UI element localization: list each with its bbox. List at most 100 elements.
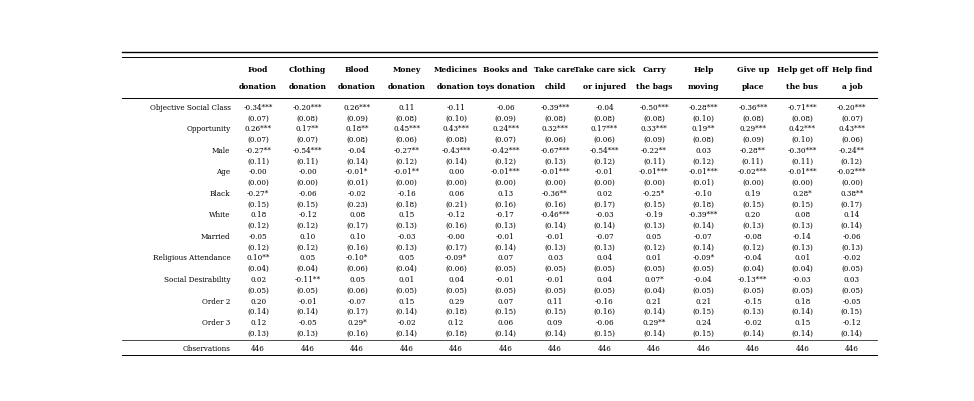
Text: (0.01): (0.01) <box>693 179 715 187</box>
Text: 446: 446 <box>301 344 315 352</box>
Text: (0.05): (0.05) <box>643 265 665 273</box>
Text: 0.24: 0.24 <box>695 318 712 326</box>
Text: (0.06): (0.06) <box>346 265 368 273</box>
Text: 0.14: 0.14 <box>843 211 860 219</box>
Text: (0.12): (0.12) <box>841 157 863 165</box>
Text: (0.10): (0.10) <box>792 136 813 144</box>
Text: (0.21): (0.21) <box>445 200 468 208</box>
Text: or injured: or injured <box>583 83 626 91</box>
Text: (0.11): (0.11) <box>742 157 764 165</box>
Text: -0.05: -0.05 <box>298 318 317 326</box>
Text: Order 3: Order 3 <box>203 318 231 326</box>
Text: (0.11): (0.11) <box>247 157 269 165</box>
Text: (0.07): (0.07) <box>297 136 318 144</box>
Text: -0.01: -0.01 <box>595 168 614 176</box>
Text: (0.11): (0.11) <box>643 157 665 165</box>
Text: (0.18): (0.18) <box>445 308 468 316</box>
Text: 0.43***: 0.43*** <box>442 125 469 133</box>
Text: -0.01: -0.01 <box>496 232 515 240</box>
Text: -0.16: -0.16 <box>397 189 416 197</box>
Text: (0.15): (0.15) <box>593 329 616 337</box>
Text: -0.43***: -0.43*** <box>441 146 470 154</box>
Text: 446: 446 <box>796 344 809 352</box>
Text: -0.50***: -0.50*** <box>639 103 669 111</box>
Text: (0.00): (0.00) <box>247 179 269 187</box>
Text: -0.16: -0.16 <box>595 297 614 305</box>
Text: (0.07): (0.07) <box>841 114 863 122</box>
Text: (0.16): (0.16) <box>346 329 368 337</box>
Text: 0.04: 0.04 <box>596 275 613 283</box>
Text: (0.09): (0.09) <box>495 114 516 122</box>
Text: donation: donation <box>240 83 278 91</box>
Text: -0.28***: -0.28*** <box>689 103 718 111</box>
Text: (0.05): (0.05) <box>544 265 566 273</box>
Text: Carry: Carry <box>642 66 666 74</box>
Text: (0.12): (0.12) <box>395 157 418 165</box>
Text: (0.12): (0.12) <box>693 157 715 165</box>
Text: -0.20***: -0.20*** <box>293 103 322 111</box>
Text: (0.10): (0.10) <box>693 114 715 122</box>
Text: (0.13): (0.13) <box>593 243 616 251</box>
Text: 0.01: 0.01 <box>398 275 415 283</box>
Text: 0.13: 0.13 <box>498 189 513 197</box>
Text: (0.01): (0.01) <box>346 179 368 187</box>
Text: 0.05: 0.05 <box>646 232 662 240</box>
Text: (0.13): (0.13) <box>395 222 418 230</box>
Text: -0.54***: -0.54*** <box>589 146 619 154</box>
Text: -0.54***: -0.54*** <box>293 146 322 154</box>
Text: -0.71***: -0.71*** <box>788 103 817 111</box>
Text: (0.09): (0.09) <box>742 136 764 144</box>
Text: -0.09*: -0.09* <box>445 254 468 262</box>
Text: 0.45***: 0.45*** <box>393 125 420 133</box>
Text: 0.26***: 0.26*** <box>344 103 371 111</box>
Text: 446: 446 <box>598 344 612 352</box>
Text: -0.01: -0.01 <box>298 297 318 305</box>
Text: -0.06: -0.06 <box>496 103 515 111</box>
Text: Give up: Give up <box>736 66 769 74</box>
Text: (0.16): (0.16) <box>445 222 468 230</box>
Text: (0.12): (0.12) <box>495 157 516 165</box>
Text: -0.11: -0.11 <box>447 103 466 111</box>
Text: (0.05): (0.05) <box>792 286 813 294</box>
Text: -0.03: -0.03 <box>397 232 416 240</box>
Text: (0.05): (0.05) <box>742 286 764 294</box>
Text: 0.09: 0.09 <box>547 318 563 326</box>
Text: -0.01: -0.01 <box>496 275 515 283</box>
Text: (0.06): (0.06) <box>445 265 467 273</box>
Text: (0.06): (0.06) <box>346 286 368 294</box>
Text: (0.12): (0.12) <box>297 243 318 251</box>
Text: Take care sick: Take care sick <box>574 66 635 74</box>
Text: Social Desirability: Social Desirability <box>164 275 231 283</box>
Text: (0.16): (0.16) <box>544 200 566 208</box>
Text: (0.15): (0.15) <box>693 308 715 316</box>
Text: -0.02***: -0.02*** <box>837 168 867 176</box>
Text: -0.00: -0.00 <box>447 232 466 240</box>
Text: 0.18**: 0.18** <box>346 125 369 133</box>
Text: -0.22**: -0.22** <box>641 146 667 154</box>
Text: 0.05: 0.05 <box>300 254 316 262</box>
Text: 0.29*: 0.29* <box>348 318 367 326</box>
Text: -0.01**: -0.01** <box>393 168 420 176</box>
Text: (0.12): (0.12) <box>247 222 269 230</box>
Text: (0.13): (0.13) <box>495 222 516 230</box>
Text: (0.08): (0.08) <box>643 114 665 122</box>
Text: -0.10*: -0.10* <box>346 254 368 262</box>
Text: 0.15: 0.15 <box>398 211 415 219</box>
Text: (0.14): (0.14) <box>445 157 468 165</box>
Text: (0.16): (0.16) <box>593 308 616 316</box>
Text: (0.14): (0.14) <box>643 329 665 337</box>
Text: 0.05: 0.05 <box>349 275 365 283</box>
Text: 0.03: 0.03 <box>843 275 860 283</box>
Text: (0.13): (0.13) <box>742 308 764 316</box>
Text: -0.02: -0.02 <box>843 254 861 262</box>
Text: 0.04: 0.04 <box>448 275 465 283</box>
Text: (0.05): (0.05) <box>297 286 318 294</box>
Text: the bus: the bus <box>786 83 818 91</box>
Text: (0.13): (0.13) <box>544 157 566 165</box>
Text: 0.03: 0.03 <box>695 146 711 154</box>
Text: (0.14): (0.14) <box>693 243 715 251</box>
Text: 0.07: 0.07 <box>498 254 513 262</box>
Text: (0.18): (0.18) <box>445 329 468 337</box>
Text: (0.08): (0.08) <box>693 136 714 144</box>
Text: 0.02: 0.02 <box>250 275 266 283</box>
